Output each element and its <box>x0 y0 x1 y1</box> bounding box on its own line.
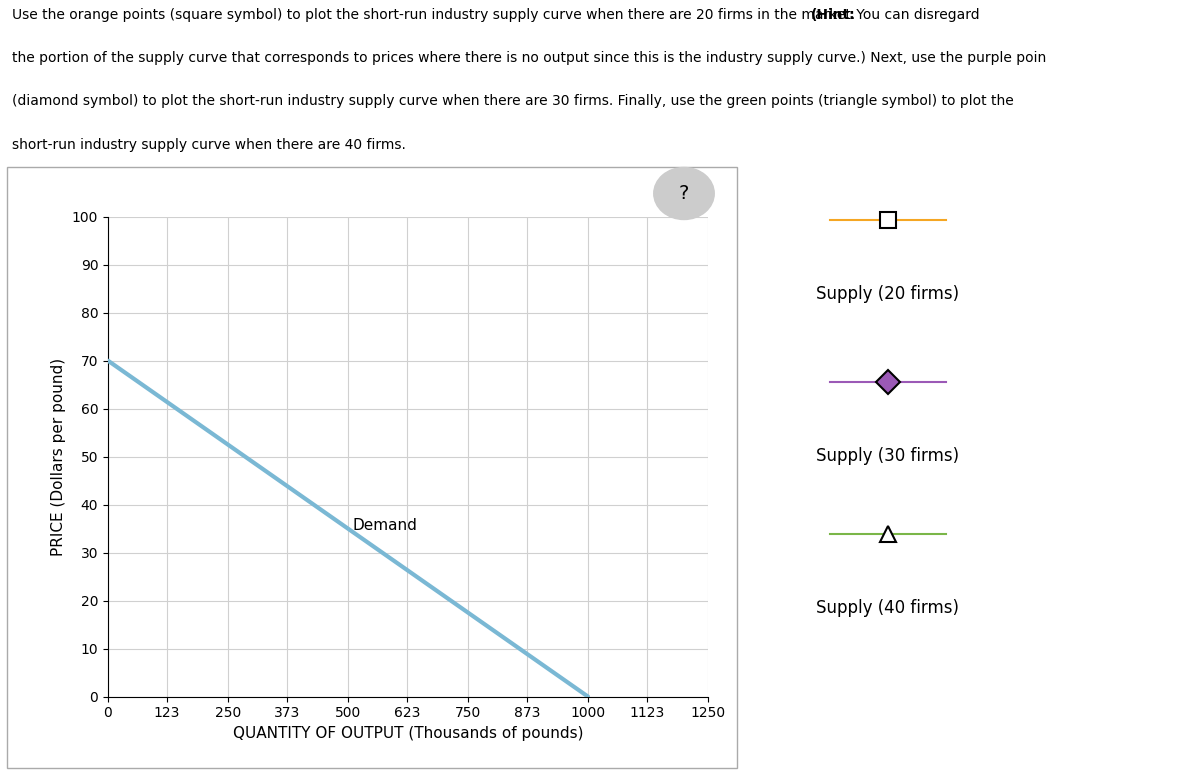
Text: You can disregard: You can disregard <box>852 8 980 22</box>
Text: ?: ? <box>679 184 689 203</box>
Text: short-run industry supply curve when there are 40 firms.: short-run industry supply curve when the… <box>12 138 406 152</box>
Y-axis label: PRICE (Dollars per pound): PRICE (Dollars per pound) <box>52 358 66 556</box>
Text: Use the orange points (square symbol) to plot the short-run industry supply curv: Use the orange points (square symbol) to… <box>12 8 859 22</box>
Text: the portion of the supply curve that corresponds to prices where there is no out: the portion of the supply curve that cor… <box>12 51 1046 65</box>
Text: Supply (30 firms): Supply (30 firms) <box>816 447 960 465</box>
Text: Supply (40 firms): Supply (40 firms) <box>816 599 960 617</box>
Text: (diamond symbol) to plot the short-run industry supply curve when there are 30 f: (diamond symbol) to plot the short-run i… <box>12 94 1014 108</box>
Circle shape <box>654 167 714 220</box>
Text: Supply (20 firms): Supply (20 firms) <box>816 285 960 303</box>
FancyBboxPatch shape <box>7 167 737 768</box>
Text: Demand: Demand <box>353 519 418 533</box>
Text: (Hint:: (Hint: <box>811 8 856 22</box>
X-axis label: QUANTITY OF OUTPUT (Thousands of pounds): QUANTITY OF OUTPUT (Thousands of pounds) <box>233 726 583 741</box>
